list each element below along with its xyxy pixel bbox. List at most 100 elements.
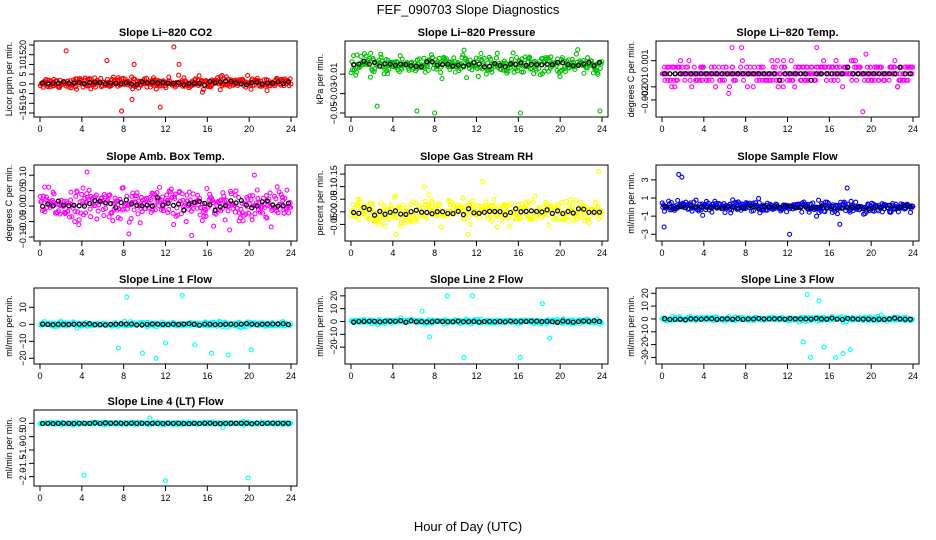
x-tick-label: 8 [432, 124, 437, 134]
mean-point [71, 80, 77, 86]
mean-point [40, 80, 46, 86]
outlier-point [816, 298, 822, 304]
outlier-point [469, 293, 475, 299]
mean-point [160, 321, 166, 327]
mean-point [662, 71, 668, 77]
mean-point [455, 318, 461, 324]
outlier-point [840, 351, 846, 357]
data-point [199, 218, 205, 224]
mean-point [693, 316, 699, 322]
mean-point [81, 420, 88, 426]
data-point [878, 64, 884, 70]
mean-point [886, 71, 893, 77]
x-tick-label: 20 [866, 124, 876, 134]
outlier-point [419, 308, 425, 314]
data-point [694, 77, 701, 83]
x-tick-label: 4 [701, 248, 706, 258]
data-point [662, 77, 668, 83]
data-point [693, 197, 699, 203]
data-point [393, 213, 399, 220]
mean-point [445, 61, 451, 67]
data-point [700, 212, 706, 218]
x-tick-label: 8 [743, 371, 748, 381]
mean-point [667, 204, 673, 210]
mean-point [792, 316, 798, 322]
mean-point [170, 420, 176, 427]
mean-point [466, 62, 472, 68]
mean-point [486, 318, 493, 325]
mean-point [217, 204, 224, 210]
panel-line1: Slope Line 1 Flow 0 4 8 12 16 20 24 −20 −10 0 10 ml/… [4, 274, 298, 381]
data-point [406, 212, 412, 218]
x-tick-label: 0 [37, 493, 42, 503]
data-point [754, 77, 760, 83]
mean-point [60, 420, 67, 426]
mean-point [228, 321, 234, 327]
x-tick-label: 8 [432, 248, 437, 258]
mean-point [439, 209, 446, 215]
data-point [184, 192, 190, 198]
y-tick-label: −15 [18, 105, 28, 120]
data-point [366, 55, 373, 61]
data-point [68, 189, 74, 195]
outlier-point [124, 294, 130, 300]
mean-point [118, 199, 124, 206]
mean-point [502, 212, 508, 218]
mean-point [782, 204, 788, 210]
data-point [518, 214, 524, 221]
outlier-point [444, 293, 450, 299]
mean-point [382, 211, 388, 217]
data-point [869, 77, 875, 83]
data-point [356, 216, 362, 222]
x-tick-label: 24 [597, 371, 607, 381]
mean-point [481, 209, 487, 215]
data-point [907, 209, 914, 216]
mean-point [756, 71, 762, 77]
data-point [750, 84, 756, 90]
data-point [267, 190, 273, 196]
mean-point [549, 210, 555, 216]
mean-point [771, 203, 778, 209]
mean-point [264, 321, 271, 327]
data-point [274, 184, 280, 190]
mean-point [761, 71, 767, 77]
y-axis-label: degrees C per min. [4, 165, 14, 242]
mean-point [782, 71, 788, 77]
mean-point [356, 318, 362, 325]
y-tick-label: 0 [18, 81, 28, 86]
mean-point [729, 204, 736, 210]
mean-point [259, 199, 265, 205]
data-point [581, 212, 587, 218]
mean-point [834, 316, 840, 322]
data-point [782, 64, 788, 70]
mean-point [471, 60, 477, 66]
mean-point [87, 321, 93, 327]
data-point [863, 71, 869, 77]
mean-point [560, 60, 566, 66]
data-point [850, 58, 856, 64]
mean-point [534, 61, 540, 68]
panel-line3: Slope Line 3 Flow 0 4 8 12 16 20 24 −30−20−10 0 10… [626, 274, 920, 381]
x-tick-label: 16 [202, 248, 212, 258]
data-point [769, 58, 775, 64]
data-point [368, 50, 374, 56]
data-point [88, 214, 94, 220]
data-point [549, 208, 555, 214]
data-point [874, 71, 880, 77]
mean-point [377, 208, 383, 214]
x-tick-label: 0 [348, 371, 353, 381]
data-point [371, 218, 377, 224]
x-tick-label: 16 [824, 248, 834, 258]
outlier-point [837, 221, 843, 227]
mean-point [50, 421, 56, 427]
mean-point [418, 209, 425, 215]
data-point [451, 55, 457, 61]
mean-point [745, 71, 751, 77]
y-tick-label: −3 [640, 229, 650, 239]
data-point [74, 189, 80, 195]
mean-point [534, 318, 540, 324]
mean-point [740, 71, 746, 77]
data-point [897, 71, 903, 77]
mean-point [460, 319, 467, 325]
